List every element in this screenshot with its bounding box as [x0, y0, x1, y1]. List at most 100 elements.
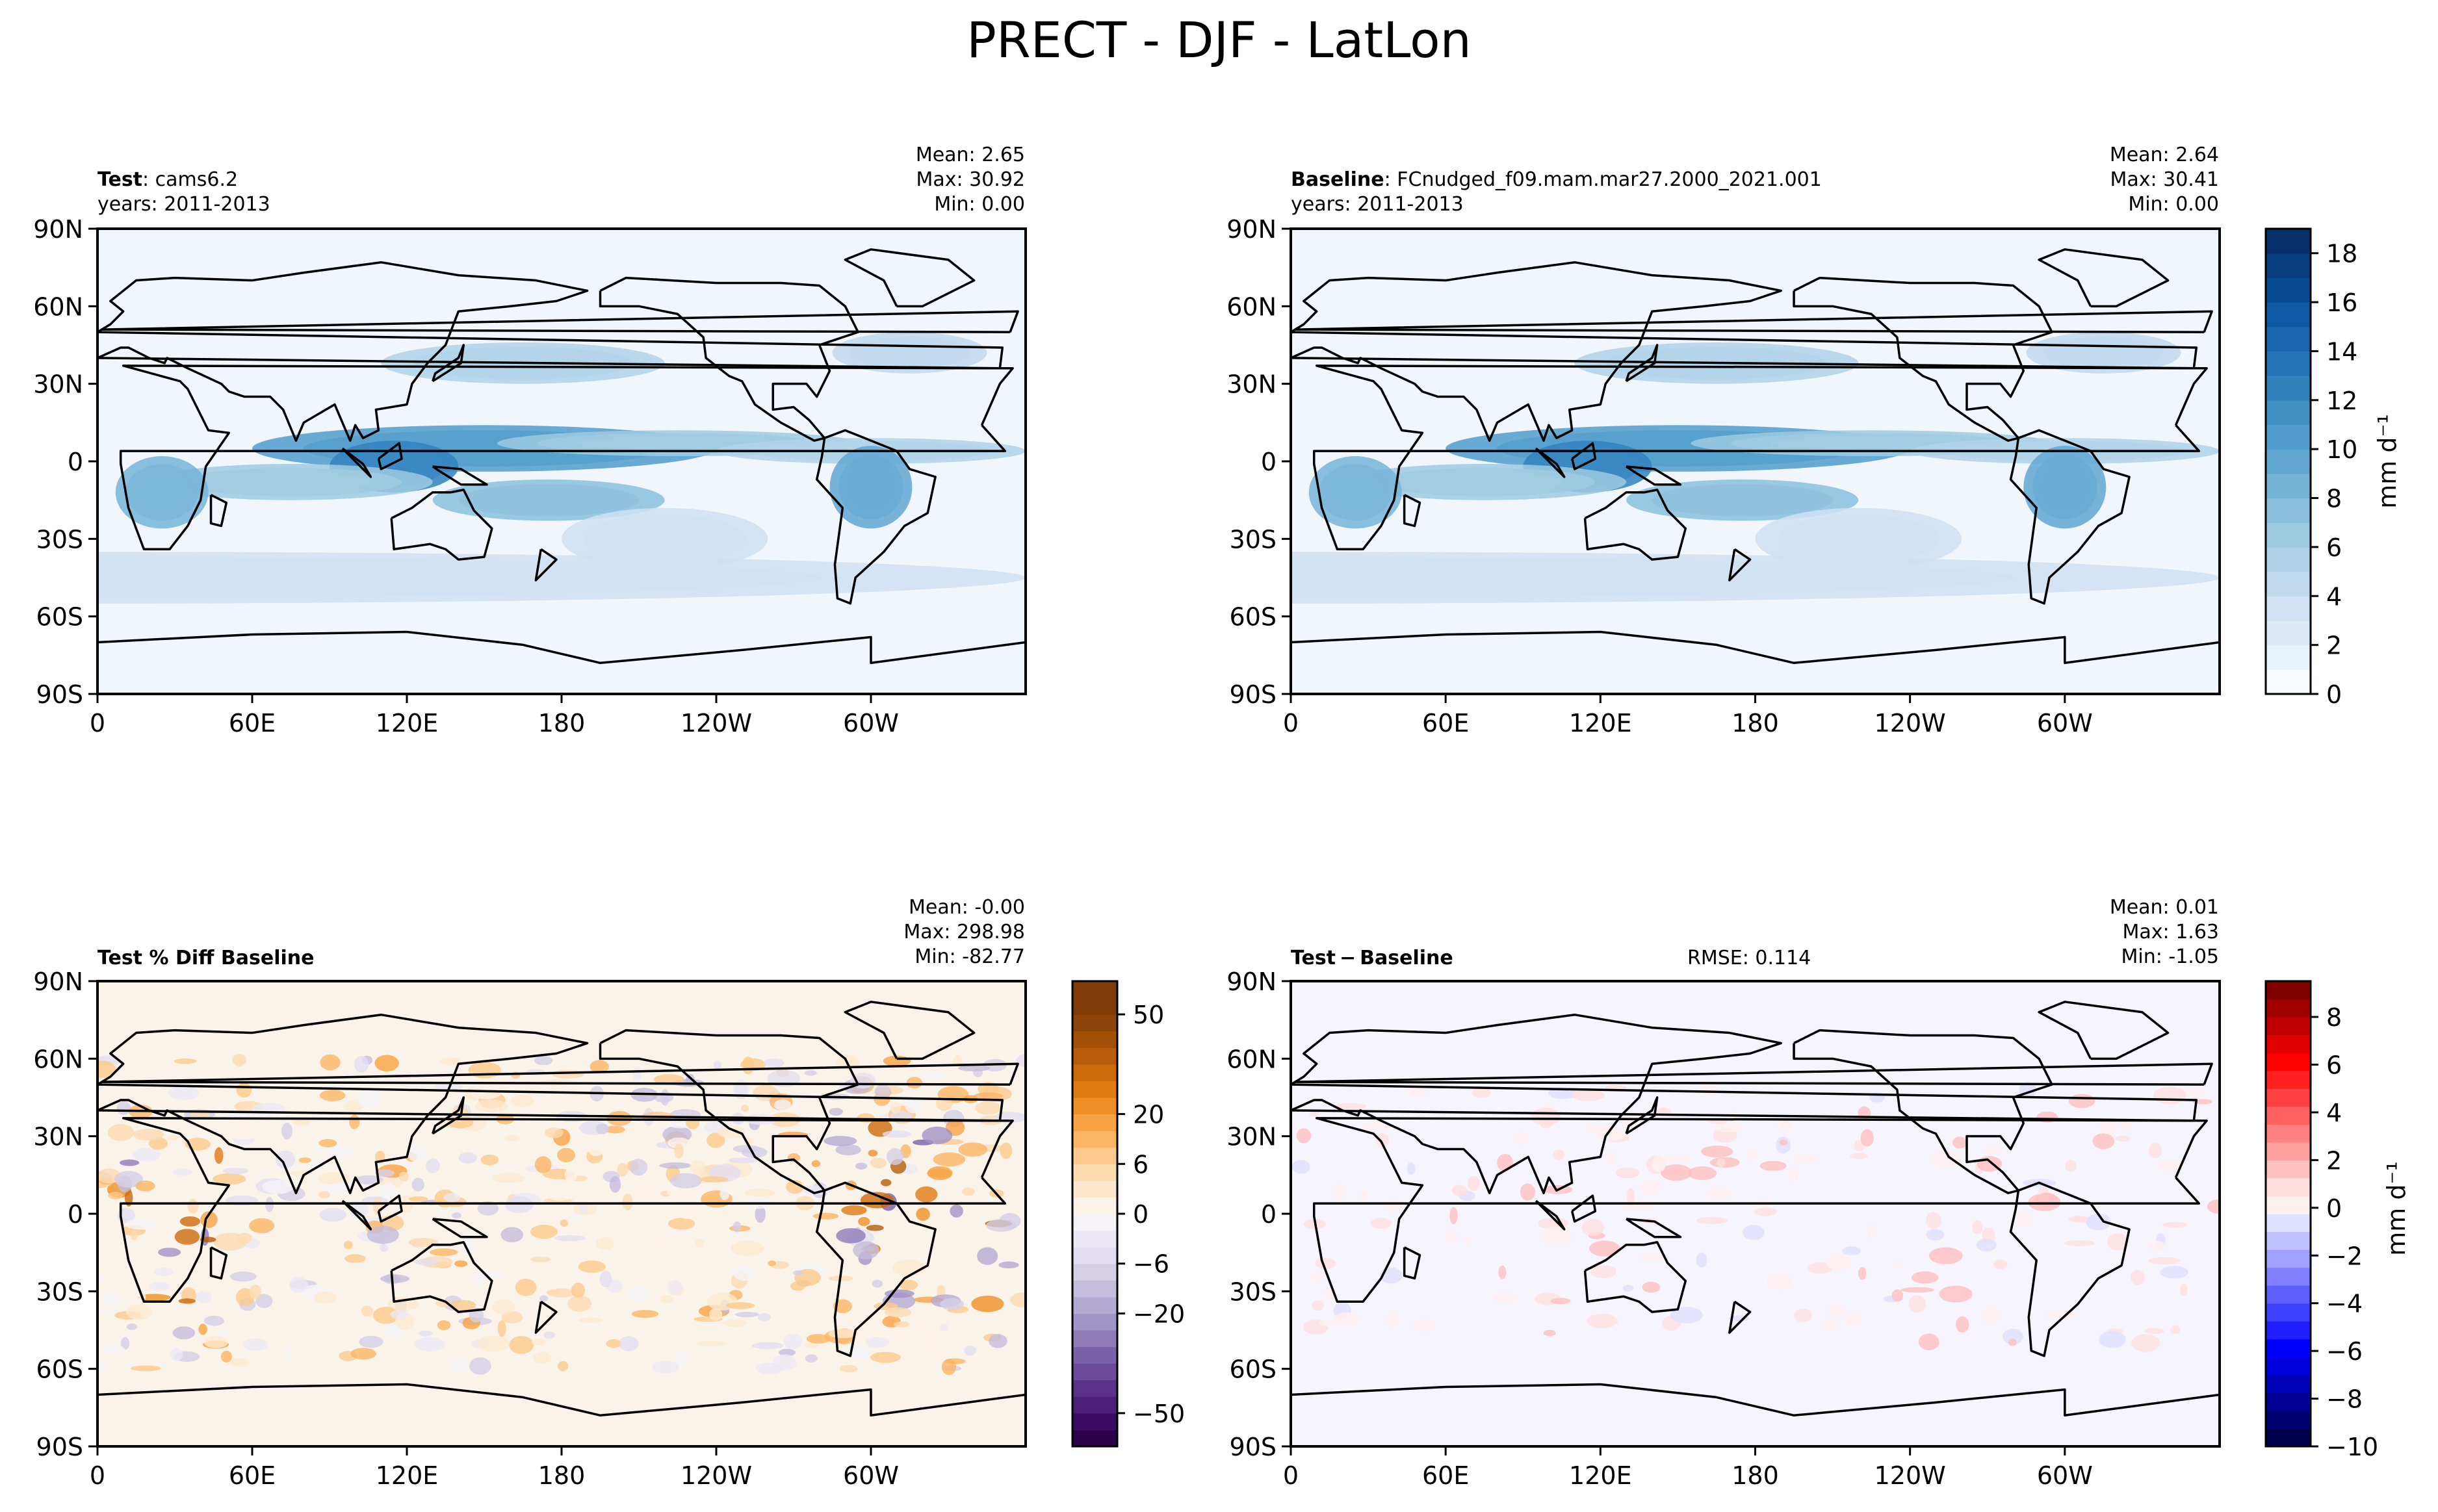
- diff-cell: [733, 1264, 757, 1281]
- diff-cell: [375, 1169, 395, 1177]
- baseline-map: 0 60E 120E 180 120W 60W 90N 60N 30N 0 30S 60S 90S: [1226, 215, 2221, 737]
- diff-cell: [971, 1296, 1004, 1313]
- diff-cell: [1550, 1298, 1571, 1305]
- diff-cell: [667, 1187, 687, 1198]
- diff-cell: [220, 1350, 233, 1363]
- coastline: [1728, 1300, 1752, 1334]
- diff-cell: [355, 1175, 383, 1185]
- diff-cell: [829, 1108, 843, 1116]
- diff-cell: [1939, 1285, 1973, 1303]
- diff-cell: [546, 1289, 562, 1296]
- diff-cell: [349, 1114, 360, 1129]
- diff-cell: [2008, 1339, 2017, 1346]
- baseline-stat-mean: Mean: 2.64: [2109, 144, 2219, 166]
- colorbar-segment: [2266, 1034, 2311, 1053]
- diff-cell: [668, 1218, 695, 1230]
- diff-cell: [1491, 1293, 1518, 1303]
- test-map: 0 60E 120E 180 120W 60W 90N 60N 30N 0 30S 60S 90S: [33, 215, 1027, 737]
- diff-cell: [374, 1055, 399, 1071]
- diff-cell: [975, 1101, 1001, 1115]
- colorbar-segment: [2266, 1428, 2311, 1447]
- colorbar-segment: [2266, 669, 2311, 695]
- coastline: [390, 489, 493, 561]
- diff-cell: [881, 1179, 892, 1186]
- diff-cell: [870, 1157, 887, 1168]
- diff-cell: [763, 1058, 785, 1068]
- diff-cell: [2098, 1331, 2126, 1348]
- x-tick-label: 180: [538, 1461, 586, 1490]
- diff-cell: [713, 1060, 722, 1069]
- colorbar-tick-label: 50: [1133, 1001, 1164, 1029]
- diff-cell: [133, 1128, 164, 1141]
- coastline: [1793, 276, 2053, 442]
- diff-cell: [255, 1294, 273, 1309]
- diff-stat-mean: Mean: 0.01: [2109, 896, 2219, 919]
- diff-cell: [2017, 1209, 2030, 1228]
- diff-cell: [361, 1305, 373, 1317]
- y-tick-label: 60N: [33, 292, 83, 321]
- colorbar-segment: [2266, 1392, 2311, 1411]
- diff-cell: [1706, 1186, 1731, 1200]
- diff-cell: [227, 1124, 261, 1140]
- diff-cell: [108, 1192, 123, 1199]
- colorbar-segment: [2266, 1196, 2311, 1214]
- colorbar-segment: [1072, 1131, 1117, 1148]
- coastline: [1625, 344, 1659, 383]
- diff-cell: [1891, 1289, 1904, 1301]
- diff-cell: [1794, 1153, 1819, 1162]
- diff-cell: [890, 1101, 901, 1114]
- diff-cell: [1656, 1107, 1671, 1116]
- diff-cell: [2086, 1213, 2111, 1231]
- diff-cell: [480, 1154, 499, 1166]
- coastline: [2038, 248, 2170, 308]
- diff-cell: [107, 1123, 135, 1141]
- diff-cell: [986, 1219, 1017, 1232]
- diff-cell: [533, 1352, 552, 1364]
- y-tick-label: 0: [68, 448, 83, 476]
- diff-cell: [203, 1336, 228, 1349]
- colorbar-segment: [2266, 981, 2311, 1000]
- diff-cell: [617, 1162, 629, 1177]
- diff-cell: [668, 1137, 691, 1149]
- diff-cell: [1918, 1333, 1939, 1351]
- diff-cell: [835, 1144, 861, 1156]
- diff-cell: [354, 1056, 369, 1073]
- diff-cell: [448, 1300, 476, 1311]
- diff-cell: [1926, 1212, 1941, 1229]
- pct-colorbar: −50 −20 −6 0 6 20 50: [1071, 980, 1185, 1448]
- diff-cell: [1531, 1107, 1561, 1126]
- diff-cell: [408, 1238, 438, 1248]
- diff-cell: [229, 1271, 257, 1282]
- diff-cell: [500, 1227, 524, 1243]
- coastline: [2009, 1181, 2131, 1357]
- diff-cell: [1642, 1281, 1661, 1293]
- diff-cell: [547, 1189, 573, 1201]
- coastline: [119, 1117, 1014, 1303]
- coastline: [815, 429, 937, 605]
- diff-cell: [958, 1064, 990, 1071]
- diff-cell: [1825, 1254, 1853, 1271]
- diff-cell: [249, 1218, 275, 1233]
- diff-cell: [292, 1118, 310, 1126]
- diff-cell: [187, 1199, 199, 1214]
- y-tick-label: 30N: [1226, 1123, 1277, 1151]
- diff-cell: [552, 1070, 584, 1079]
- diff-cell: [631, 1310, 659, 1318]
- diff-cell: [1449, 1207, 1458, 1225]
- coastline: [534, 548, 558, 582]
- diff-cell: [940, 1298, 965, 1311]
- diff-cell: [2179, 1284, 2188, 1296]
- colorbar-tick-label: 4: [2326, 1099, 2342, 1127]
- coastline: [101, 1062, 1019, 1086]
- diff-cell: [539, 1295, 549, 1302]
- diff-map: 0 60E 120E 180 120W 60W 90N 60N 30N 0 30S 60S 90S: [1226, 967, 2221, 1490]
- diff-cell: [509, 1336, 534, 1354]
- colorbar-segment: [2266, 1321, 2311, 1340]
- diff-cell: [588, 1142, 604, 1157]
- diff-cell: [168, 1085, 199, 1101]
- coastline: [1535, 447, 1566, 478]
- colorbar-segment: [1072, 1197, 1117, 1214]
- diff-cell: [1606, 1150, 1615, 1166]
- diff-cell: [1776, 1119, 1791, 1132]
